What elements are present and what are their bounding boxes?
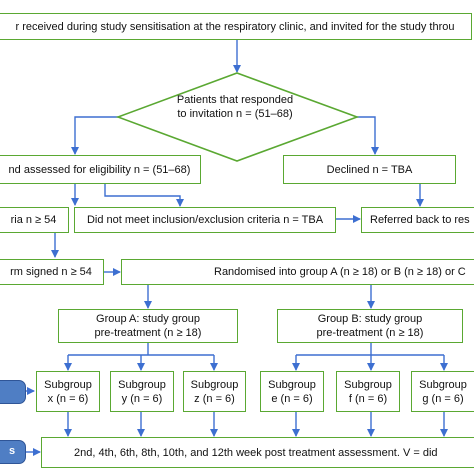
subgroup-title: Subgroup bbox=[44, 378, 92, 391]
arrow-assessed-to-notmet bbox=[104, 184, 184, 207]
declined-text: Declined n = TBA bbox=[326, 163, 413, 176]
subgroup-y-box: Subgroup y (n = 6) bbox=[110, 371, 174, 412]
group-b-line-2: pre-treatment (n ≥ 18) bbox=[316, 327, 424, 339]
recruitment-text: r received during study sensitisation at… bbox=[15, 20, 455, 33]
subgroup-title: Subgroup bbox=[118, 378, 166, 391]
subgroup-value: x (n = 6) bbox=[47, 392, 89, 405]
subgroup-value: g (n = 6) bbox=[422, 392, 464, 405]
assessed-box: nd assessed for eligibility n = (51–68) bbox=[0, 155, 201, 184]
recruitment-box: r received during study sensitisation at… bbox=[0, 13, 472, 40]
subgroup-value: y (n = 6) bbox=[121, 392, 163, 405]
subgroup-z-box: Subgroup z (n = 6) bbox=[183, 371, 246, 412]
subgroup-title: Subgroup bbox=[344, 378, 392, 391]
not-met-text: Did not meet inclusion/exclusion criteri… bbox=[86, 214, 324, 226]
randomised-text: Randomised into group A (n ≥ 18) or B (n… bbox=[214, 266, 466, 278]
subgroup-f-box: Subgroup f (n = 6) bbox=[336, 371, 400, 412]
assessment-text: 2nd, 4th, 6th, 8th, 10th, and 12th week … bbox=[74, 446, 438, 459]
criteria-met-text: ria n ≥ 54 bbox=[10, 214, 57, 226]
subgroup-value: e (n = 6) bbox=[271, 392, 313, 405]
consent-box: rm signed n ≥ 54 bbox=[0, 259, 104, 285]
subgroup-x-box: Subgroup x (n = 6) bbox=[36, 371, 100, 412]
decision-label: Patients that responded to invitation n … bbox=[130, 93, 340, 121]
criteria-met-box: ria n ≥ 54 bbox=[0, 207, 69, 233]
side-label-assessment-text: s bbox=[9, 445, 16, 457]
side-label-assessment: s bbox=[0, 440, 26, 464]
decision-diamond bbox=[115, 72, 360, 162]
subgroup-e-box: Subgroup e (n = 6) bbox=[260, 371, 324, 412]
referred-text: Referred back to res bbox=[370, 214, 470, 226]
arrow-decision-to-declined bbox=[357, 116, 379, 155]
subgroup-value: f (n = 6) bbox=[348, 392, 388, 405]
declined-box: Declined n = TBA bbox=[283, 155, 456, 184]
arrow-decision-to-assessed bbox=[71, 116, 118, 155]
consent-text: rm signed n ≥ 54 bbox=[10, 266, 92, 278]
group-a-line-1: Group A: study group bbox=[96, 313, 200, 325]
subgroup-value: z (n = 6) bbox=[194, 392, 235, 405]
decision-line-2: to invitation n = (51–68) bbox=[177, 108, 293, 120]
subgroup-title: Subgroup bbox=[190, 378, 239, 391]
group-a-line-2: pre-treatment (n ≥ 18) bbox=[94, 327, 202, 339]
subgroup-title: Subgroup bbox=[268, 378, 316, 391]
assessment-box: 2nd, 4th, 6th, 8th, 10th, and 12th week … bbox=[41, 437, 474, 468]
side-label-subgroups bbox=[0, 380, 26, 404]
decision-line-1: Patients that responded bbox=[176, 94, 294, 106]
group-b-box: Group B: study group pre-treatment (n ≥ … bbox=[277, 309, 463, 343]
subgroup-g-box: Subgroup g (n = 6) bbox=[411, 371, 474, 412]
referred-box: Referred back to res bbox=[361, 207, 474, 233]
group-b-line-1: Group B: study group bbox=[317, 313, 423, 325]
assessed-text: nd assessed for eligibility n = (51–68) bbox=[8, 163, 191, 176]
subgroup-title: Subgroup bbox=[419, 378, 467, 391]
group-a-box: Group A: study group pre-treatment (n ≥ … bbox=[58, 309, 238, 343]
randomised-box: Randomised into group A (n ≥ 18) or B (n… bbox=[121, 259, 474, 285]
not-met-box: Did not meet inclusion/exclusion criteri… bbox=[74, 207, 336, 233]
